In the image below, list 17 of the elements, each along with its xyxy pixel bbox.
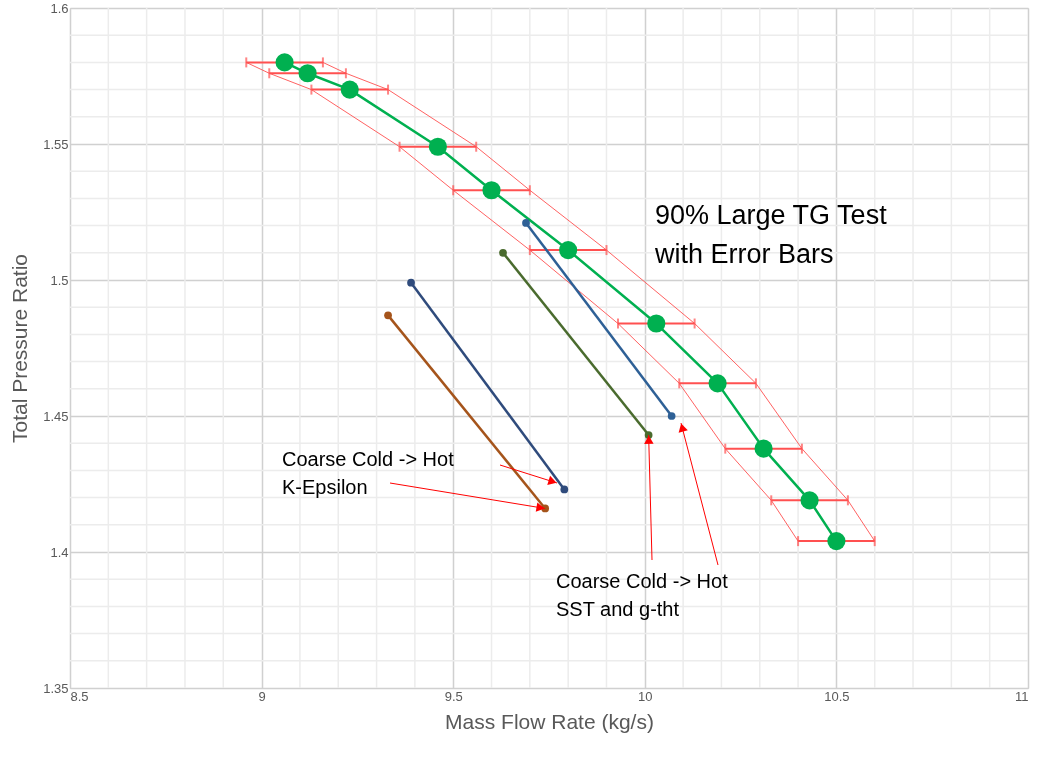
x-tick-label: 11 xyxy=(1015,688,1029,704)
annotation: 90% Large TG Test with Error Bars xyxy=(654,200,888,269)
y-axis-title: Total Pressure Ratio xyxy=(8,253,32,444)
x-tick-label: 8.5 xyxy=(70,688,89,704)
y-tick-label: 1.6 xyxy=(50,0,69,16)
x-tick-label: 9.5 xyxy=(444,688,463,704)
x-axis-title: Mass Flow Rate (kg/s) xyxy=(445,709,654,733)
annotation: Coarse Cold -> Hot SST and g-tht xyxy=(556,570,729,620)
annotation: Coarse Cold -> Hot K-Epsilon xyxy=(282,448,455,498)
x-tick-label: 9 xyxy=(258,688,266,704)
y-tick-label: 1.45 xyxy=(43,408,69,424)
y-tick-label: 1.4 xyxy=(50,544,69,560)
x-tick-label: 10 xyxy=(638,688,653,704)
y-tick-label: 1.35 xyxy=(43,680,69,696)
y-tick-label: 1.5 xyxy=(50,272,69,288)
x-tick-label: 10.5 xyxy=(824,688,850,704)
y-tick-label: 1.55 xyxy=(43,136,69,152)
